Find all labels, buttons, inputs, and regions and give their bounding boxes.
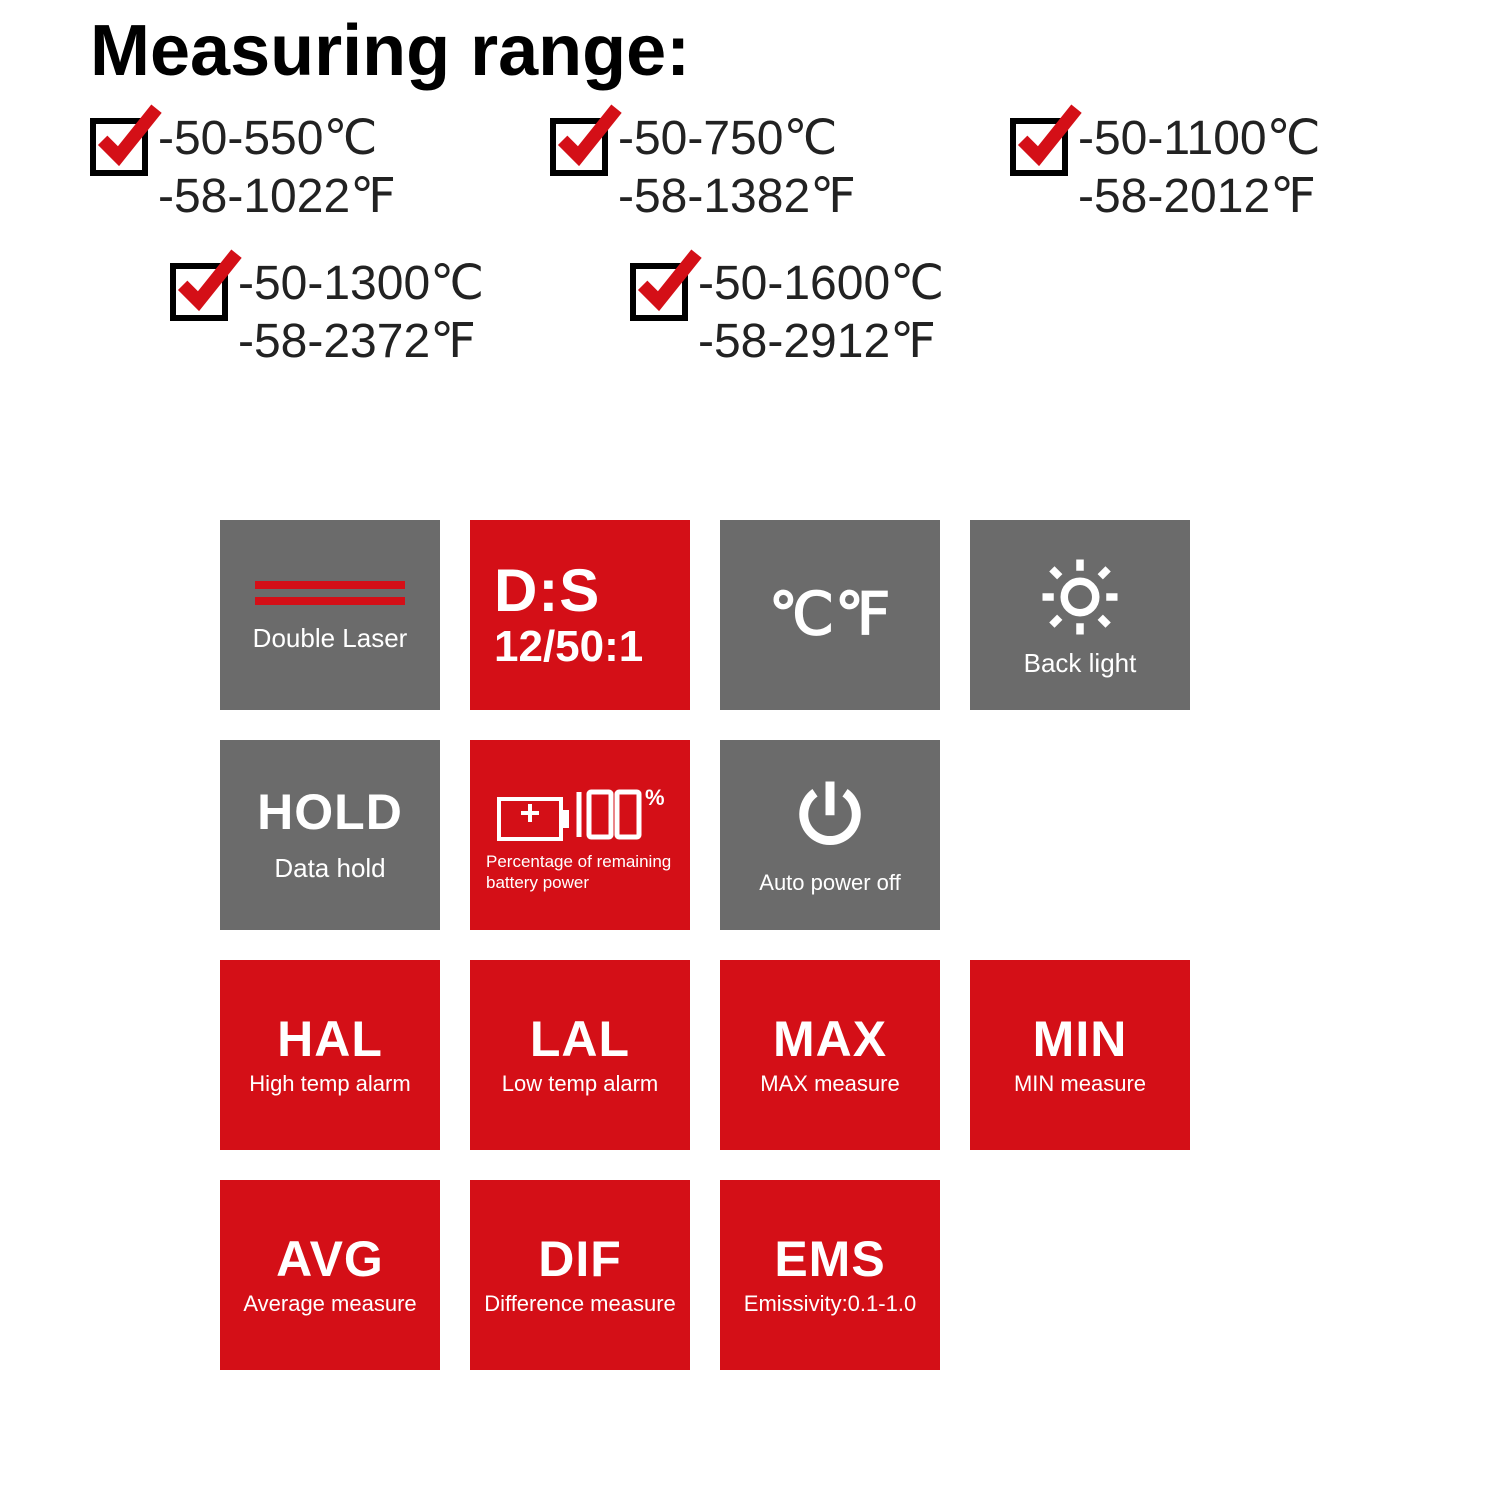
tile-autopower: Auto power off	[720, 740, 940, 930]
tile-avg: AVG Average measure	[220, 1180, 440, 1370]
tile-sub: Data hold	[274, 853, 385, 884]
laser-line-icon	[255, 581, 405, 589]
range-c: -50-1300℃	[238, 255, 484, 313]
tile-double-laser: Double Laser	[220, 520, 440, 710]
range-c: -50-1600℃	[698, 255, 944, 313]
tile-backlight: Back light	[970, 520, 1190, 710]
range-f: -58-2012℉	[1078, 168, 1320, 226]
range-item: -50-1300℃ -58-2372℉	[170, 255, 570, 370]
tile-hal: HAL High temp alarm	[220, 960, 440, 1150]
tile-sub: MIN measure	[1014, 1071, 1146, 1097]
checkbox-icon	[90, 118, 148, 176]
range-list: -50-550℃ -58-1022℉ -50-750℃ -58-1382℉ -5…	[90, 110, 1440, 400]
tile-label: Auto power off	[759, 870, 900, 896]
checkbox-icon	[170, 263, 228, 321]
tile-sub: High temp alarm	[249, 1071, 410, 1097]
tile-label: D:S	[494, 559, 600, 622]
tile-sub: Low temp alarm	[502, 1071, 659, 1097]
tile-sub: Percentage of remaining battery power	[478, 851, 682, 894]
tile-sub: Emissivity:0.1-1.0	[744, 1291, 916, 1317]
svg-text:%: %	[645, 785, 665, 810]
range-f: -58-1022℉	[158, 168, 396, 226]
tile-hold: HOLD Data hold	[220, 740, 440, 930]
tile-dif: DIF Difference measure	[470, 1180, 690, 1370]
checkbox-icon	[630, 263, 688, 321]
backlight-icon	[1035, 552, 1125, 642]
tile-label: AVG	[276, 1233, 384, 1286]
tile-label: MIN	[1033, 1013, 1128, 1066]
tile-cf: ℃℉	[720, 520, 940, 710]
range-item: -50-1600℃ -58-2912℉	[630, 255, 1030, 370]
range-c: -50-1100℃	[1078, 110, 1320, 168]
tile-label: HAL	[277, 1013, 383, 1066]
feature-tiles: Double Laser D:S 12/50:1 ℃℉ Back light	[220, 520, 1190, 1370]
range-item: -50-550℃ -58-1022℉	[90, 110, 490, 225]
range-f: -58-1382℉	[618, 168, 856, 226]
range-item: -50-1100℃ -58-2012℉	[1010, 110, 1410, 225]
tile-sub: Difference measure	[484, 1291, 676, 1317]
tile-battery: % Percentage of remaining battery power	[470, 740, 690, 930]
tile-sub: Average measure	[243, 1291, 416, 1317]
tile-min: MIN MIN measure	[970, 960, 1190, 1150]
tile-label: ℃℉	[769, 585, 891, 646]
tile-label: HOLD	[257, 786, 403, 839]
tile-label: LAL	[530, 1013, 630, 1066]
tile-label: 12/50:1	[494, 622, 643, 672]
tile-label: DIF	[538, 1233, 622, 1286]
tile-ds: D:S 12/50:1	[470, 520, 690, 710]
tile-label: Double Laser	[253, 623, 408, 654]
range-c: -50-550℃	[158, 110, 396, 168]
page-title: Measuring range:	[90, 10, 690, 92]
range-f: -58-2912℉	[698, 313, 944, 371]
range-item: -50-750℃ -58-1382℉	[550, 110, 950, 225]
tile-ems: EMS Emissivity:0.1-1.0	[720, 1180, 940, 1370]
tile-label: MAX	[773, 1013, 887, 1066]
tile-lal: LAL Low temp alarm	[470, 960, 690, 1150]
checkbox-icon	[1010, 118, 1068, 176]
tile-label: Back light	[1024, 648, 1137, 679]
laser-line-icon	[255, 597, 405, 605]
range-c: -50-750℃	[618, 110, 856, 168]
tile-sub: MAX measure	[760, 1071, 899, 1097]
checkbox-icon	[550, 118, 608, 176]
power-icon	[785, 774, 875, 864]
tile-max: MAX MAX measure	[720, 960, 940, 1150]
range-f: -58-2372℉	[238, 313, 484, 371]
tile-label: EMS	[774, 1233, 885, 1286]
battery-icon: %	[495, 777, 665, 847]
